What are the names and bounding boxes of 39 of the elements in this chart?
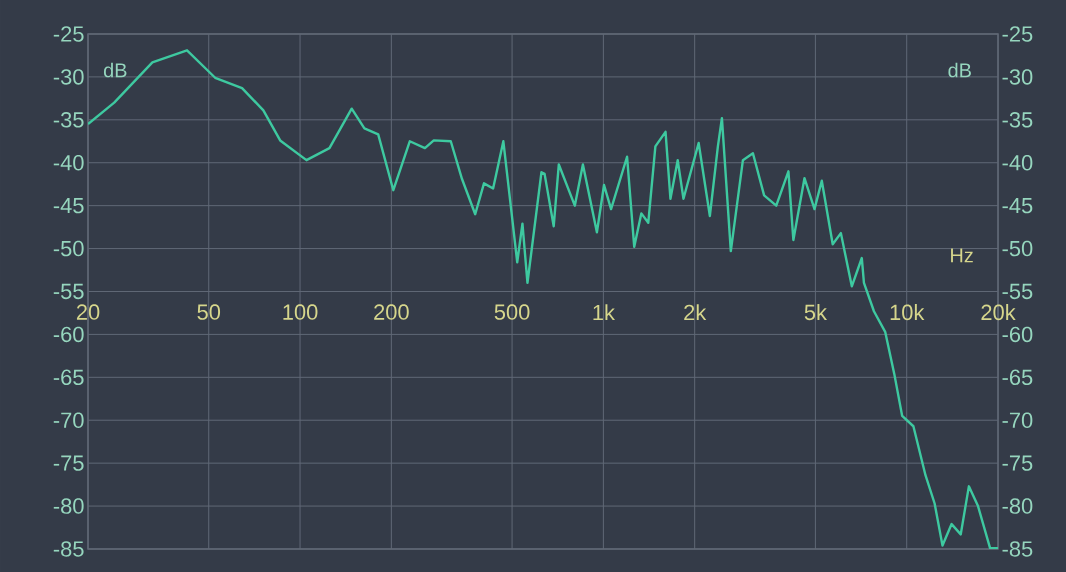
- y2-tick-label: -55: [1002, 283, 1033, 300]
- x-tick-label: 100: [283, 304, 318, 320]
- y2-tick-label: -85: [1002, 541, 1033, 557]
- y-tick-label: -40: [53, 154, 84, 171]
- y-tick-label: -85: [53, 541, 84, 557]
- y-tick-label: -25: [53, 26, 84, 42]
- y-tick-label: -70: [53, 412, 84, 428]
- x-tick-label: 20: [76, 304, 100, 320]
- y2-tick-label: -65: [1002, 369, 1033, 386]
- y2-tick-label: -75: [1002, 455, 1033, 471]
- y-axis-title: dB: [103, 62, 127, 78]
- y2-tick-label: -70: [1002, 412, 1033, 428]
- x-tick-label: 20k: [981, 304, 1016, 321]
- y-tick-label: -80: [53, 498, 84, 514]
- y2-tick-label: -60: [1002, 326, 1033, 343]
- x-tick-label: 5k: [804, 304, 828, 321]
- x-tick-label: 200: [374, 304, 409, 320]
- y-tick-label: -30: [53, 69, 84, 85]
- y2-tick-label: -30: [1002, 69, 1033, 85]
- y2-axis-title: dB: [948, 62, 971, 78]
- x-axis-title: Hz: [951, 248, 973, 263]
- y2-tick-label: -45: [1002, 198, 1033, 214]
- x-tick-label: 50: [197, 304, 221, 320]
- y-tick-label: -50: [53, 240, 84, 257]
- y2-tick-label: -40: [1002, 154, 1033, 171]
- x-tick-label: 1k: [593, 304, 615, 321]
- y-tick-label: -45: [53, 198, 84, 214]
- y2-tick-label: -80: [1002, 498, 1033, 514]
- x-tick-label: 10k: [890, 304, 925, 321]
- y-tick-label: -75: [53, 455, 84, 471]
- y2-tick-label: -25: [1002, 26, 1033, 42]
- x-tick-label: 500: [494, 304, 530, 320]
- y2-tick-label: -50: [1002, 240, 1033, 257]
- x-tick-label: 2k: [684, 304, 707, 321]
- y2-tick-label: -35: [1002, 112, 1033, 128]
- y-tick-label: -35: [53, 112, 84, 128]
- y-tick-label: -55: [53, 283, 84, 300]
- y-tick-label: -65: [53, 369, 84, 386]
- y-tick-label: -60: [53, 326, 84, 343]
